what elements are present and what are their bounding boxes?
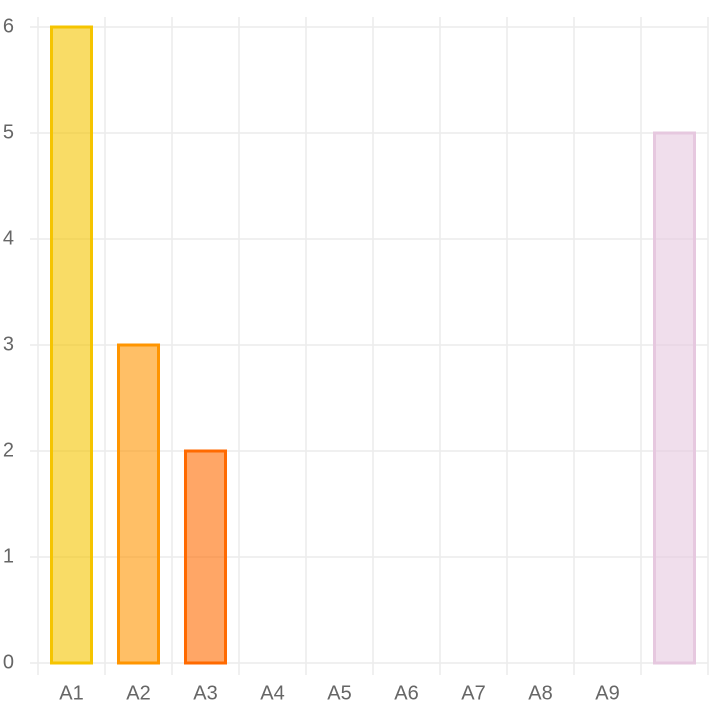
bar — [184, 449, 227, 665]
x-tick-label: A1 — [59, 682, 83, 704]
x-tick-label: A5 — [327, 682, 351, 704]
y-tick-label: 2 — [3, 439, 14, 461]
y-tick-label: 3 — [3, 333, 14, 355]
y-tick-label: 0 — [3, 651, 14, 673]
y-tick-label: 5 — [3, 121, 14, 143]
x-tick-label: A4 — [260, 682, 284, 704]
x-tick-label: A7 — [461, 682, 485, 704]
x-tick-label: A9 — [595, 682, 619, 704]
x-tick-label: A8 — [528, 682, 552, 704]
bar — [50, 25, 93, 665]
y-tick-label: 1 — [3, 545, 14, 567]
x-tick-label: A2 — [126, 682, 150, 704]
bar — [653, 131, 696, 665]
y-tick-label: 6 — [3, 15, 14, 37]
x-tick-label: A6 — [394, 682, 418, 704]
x-tick-label: A3 — [193, 682, 217, 704]
y-tick-label: 4 — [3, 227, 14, 249]
bar — [117, 343, 160, 665]
